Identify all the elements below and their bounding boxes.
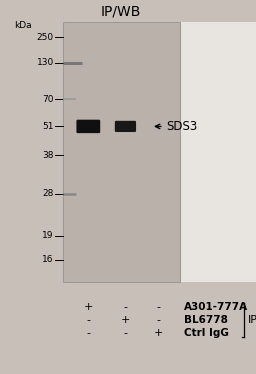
Text: -: - xyxy=(157,302,161,312)
Text: A301-777A: A301-777A xyxy=(184,302,248,312)
Text: 28: 28 xyxy=(42,189,54,198)
FancyBboxPatch shape xyxy=(76,120,100,133)
Text: 19: 19 xyxy=(42,231,54,240)
Text: -: - xyxy=(123,328,127,338)
Bar xyxy=(180,22,256,282)
Text: -: - xyxy=(123,302,127,312)
Text: +: + xyxy=(121,315,130,325)
Text: IP/WB: IP/WB xyxy=(100,5,141,19)
Text: 51: 51 xyxy=(42,122,54,131)
Text: IP: IP xyxy=(248,315,256,325)
Text: -: - xyxy=(157,315,161,325)
Text: 250: 250 xyxy=(37,33,54,42)
Text: 38: 38 xyxy=(42,151,54,160)
Text: BL6778: BL6778 xyxy=(184,315,228,325)
Text: 70: 70 xyxy=(42,95,54,104)
FancyBboxPatch shape xyxy=(115,121,136,132)
Text: SDS3: SDS3 xyxy=(166,120,198,133)
Text: 16: 16 xyxy=(42,255,54,264)
Text: +: + xyxy=(84,302,93,312)
Bar xyxy=(63,22,180,282)
Text: -: - xyxy=(86,328,90,338)
Text: 130: 130 xyxy=(37,58,54,67)
Text: +: + xyxy=(154,328,163,338)
Text: Ctrl IgG: Ctrl IgG xyxy=(184,328,229,338)
Text: -: - xyxy=(86,315,90,325)
Text: kDa: kDa xyxy=(14,21,32,30)
